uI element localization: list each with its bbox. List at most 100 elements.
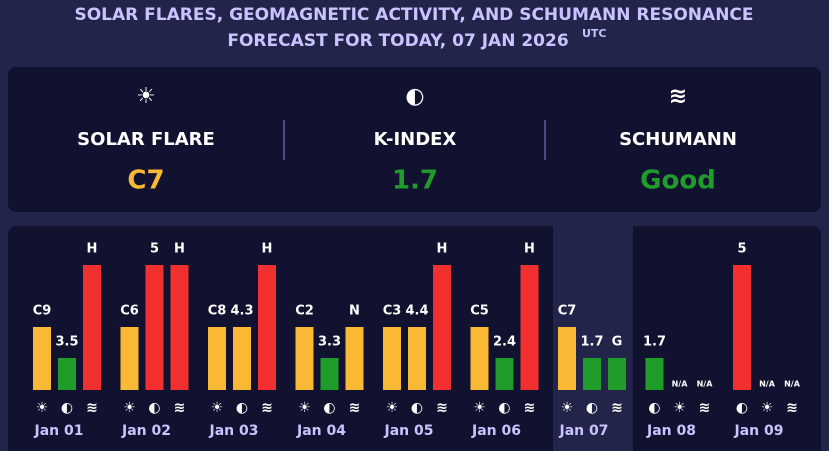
item-icon: ≋ (436, 400, 448, 416)
bar (733, 265, 751, 390)
bar (170, 265, 189, 390)
item-icon: ☀ (36, 400, 49, 416)
bar (320, 358, 339, 390)
bar-label: H (524, 242, 535, 257)
bar-label: C9 (33, 304, 52, 319)
bar-label: C6 (120, 304, 139, 319)
summary-value: 1.7 (392, 166, 438, 196)
bar (608, 358, 626, 390)
item-icon: ◐ (61, 400, 73, 416)
bar (433, 265, 451, 390)
bar-label: C8 (208, 304, 227, 319)
day-date: Jan 06 (471, 423, 521, 439)
bar-label: 4.4 (405, 304, 428, 319)
bar-label: H (437, 242, 448, 257)
item-icon: ≋ (349, 400, 361, 416)
item-icon: ◐ (586, 400, 598, 416)
bar (208, 327, 226, 390)
bar (645, 358, 664, 390)
day-date: Jan 09 (734, 423, 784, 439)
item-icon: ☀ (123, 400, 136, 416)
item-icon: ☀ (298, 400, 311, 416)
item-icon: ☀ (673, 400, 686, 416)
item-icon: ≋ (786, 400, 798, 416)
bar (345, 327, 364, 390)
title-line: FORECAST FOR TODAY, 07 JAN 2026 (227, 31, 568, 51)
bar-label: C2 (295, 304, 314, 319)
bar-label: 5 (737, 242, 746, 257)
summary-value: Good (640, 166, 716, 196)
item-icon: ◐ (148, 400, 160, 416)
bar-label: H (174, 242, 185, 257)
bar-label: C7 (558, 304, 577, 319)
na-label: N/A (697, 380, 714, 389)
bar-label: 4.3 (230, 304, 253, 319)
bar-label: C3 (383, 304, 402, 319)
bar (233, 327, 251, 390)
bar (258, 265, 276, 390)
na-label: N/A (759, 380, 776, 389)
bar (520, 265, 539, 390)
item-icon: ≋ (524, 400, 536, 416)
item-icon: ◐ (498, 400, 510, 416)
bar (145, 265, 164, 390)
bar-label: C5 (470, 304, 489, 319)
na-label: N/A (784, 380, 801, 389)
item-icon: ☀ (473, 400, 486, 416)
bar (495, 358, 514, 390)
summary-icon: ≋ (669, 84, 687, 109)
item-icon: ≋ (699, 400, 711, 416)
day-date: Jan 03 (209, 423, 259, 439)
day-date: Jan 02 (121, 423, 171, 439)
day-date: Jan 01 (34, 423, 84, 439)
summary-icon: ☀ (136, 84, 156, 109)
bar-label: 3.5 (55, 335, 78, 350)
bar (583, 358, 601, 390)
item-icon: ☀ (386, 400, 399, 416)
bar-label: H (262, 242, 273, 257)
bar-label: 5 (150, 242, 159, 257)
summary-value: C7 (127, 166, 164, 196)
day-date: Jan 07 (559, 423, 609, 439)
bar (470, 327, 489, 390)
title-line: SOLAR FLARES, GEOMAGNETIC ACTIVITY, AND … (74, 5, 753, 25)
summary-panel (8, 67, 821, 212)
bar-label: H (87, 242, 98, 257)
bar (120, 327, 139, 390)
bar-label: N (349, 304, 360, 319)
day-date: Jan 05 (384, 423, 434, 439)
day-date: Jan 08 (646, 423, 696, 439)
summary-label: SCHUMANN (619, 129, 737, 150)
bar (33, 327, 51, 390)
item-icon: ☀ (561, 400, 574, 416)
summary-icon: ◐ (405, 84, 424, 109)
bar-label: 1.7 (580, 335, 603, 350)
item-icon: ◐ (648, 400, 660, 416)
item-icon: ≋ (174, 400, 186, 416)
summary-label: K-INDEX (374, 129, 457, 150)
bar (558, 327, 576, 390)
item-icon: ◐ (736, 400, 748, 416)
item-icon: ◐ (236, 400, 248, 416)
summary-label: SOLAR FLARE (77, 129, 215, 150)
item-icon: ◐ (411, 400, 423, 416)
na-label: N/A (672, 380, 689, 389)
item-icon: ≋ (86, 400, 98, 416)
bar-label: 3.3 (318, 335, 341, 350)
bar (383, 327, 401, 390)
bar (58, 358, 76, 390)
item-icon: ◐ (323, 400, 335, 416)
title-sup: UTC (582, 27, 607, 40)
bar (408, 327, 426, 390)
item-icon: ≋ (261, 400, 273, 416)
item-icon: ☀ (761, 400, 774, 416)
day-date: Jan 04 (296, 423, 346, 439)
item-icon: ≋ (611, 400, 623, 416)
bar (295, 327, 314, 390)
bar-label: G (612, 335, 623, 350)
bar-label: 2.4 (493, 335, 516, 350)
item-icon: ☀ (211, 400, 224, 416)
bar-label: 1.7 (643, 335, 666, 350)
